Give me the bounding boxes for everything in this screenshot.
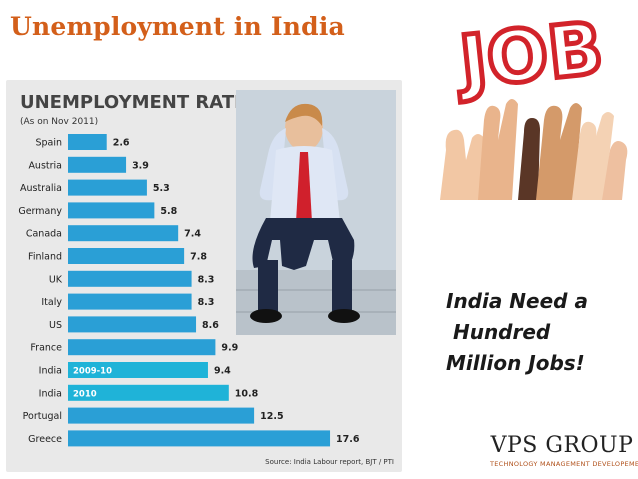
category-label: UK	[49, 274, 63, 285]
slogan-text: India Need a Hundred Million Jobs!	[446, 286, 588, 379]
slogan-line-3: Million Jobs!	[446, 351, 585, 375]
value-label: 7.8	[190, 252, 207, 263]
value-label: 3.9	[132, 160, 149, 171]
value-label: 5.3	[153, 183, 170, 194]
value-label: 8.3	[198, 297, 215, 308]
raised-hands-icon	[440, 99, 628, 200]
category-label: Finland	[28, 252, 62, 263]
bar	[68, 339, 216, 356]
category-label: Australia	[20, 183, 62, 194]
stressed-man-icon	[236, 90, 396, 335]
category-label: India	[39, 388, 62, 399]
bar	[68, 384, 229, 401]
category-label: Italy	[41, 297, 62, 308]
chart-source-note: Source: India Labour report, BJT / PTI	[265, 458, 394, 466]
value-label: 5.8	[160, 206, 177, 217]
unemployment-chart-panel: UNEMPLOYMENT RATES (As on Nov 2011) Spai…	[6, 80, 402, 472]
value-label: 10.8	[235, 388, 259, 399]
job-sign-icon: JOB	[432, 0, 638, 208]
category-label: US	[49, 320, 62, 331]
category-label: Austria	[28, 160, 62, 171]
category-label: Canada	[26, 229, 62, 240]
bar	[68, 225, 179, 242]
bar-inner-label: 2009-10	[73, 367, 112, 377]
bar	[68, 202, 155, 219]
bar	[68, 134, 107, 150]
bar	[68, 270, 192, 287]
chart-title: UNEMPLOYMENT RATES	[20, 92, 260, 113]
bar	[68, 316, 197, 333]
value-label: 2.6	[113, 138, 130, 149]
value-label: 17.6	[336, 434, 360, 445]
bar	[68, 156, 127, 173]
slogan-line-2: Hundred	[446, 320, 551, 344]
company-name: VPS GROUP	[490, 433, 634, 458]
category-label: France	[30, 343, 62, 354]
slogan-line-1: India Need a	[446, 289, 588, 313]
category-label: Spain	[35, 138, 62, 149]
bar	[68, 430, 331, 447]
value-label: 9.9	[221, 343, 238, 354]
bar	[68, 248, 185, 264]
value-label: 7.4	[184, 229, 201, 240]
company-logo: VPS GROUP TECHNOLOGY MANAGEMENT DEVELOPE…	[490, 433, 638, 469]
category-label: Greece	[28, 434, 62, 445]
job-sign-text: JOB	[451, 6, 607, 105]
category-label: Portugal	[23, 411, 62, 422]
bar	[68, 179, 147, 196]
category-label: Germany	[18, 206, 62, 217]
value-label: 12.5	[260, 411, 283, 422]
bar	[68, 407, 255, 424]
slide-title: Unemployment in India	[10, 12, 345, 41]
value-label: 8.6	[202, 320, 219, 331]
bar	[68, 293, 192, 310]
value-label: 8.3	[198, 274, 215, 285]
bar-inner-label: 2010	[73, 389, 97, 399]
bar	[68, 362, 208, 378]
company-tagline: TECHNOLOGY MANAGEMENT DEVELOPEMENT	[490, 460, 638, 468]
category-label: India	[39, 366, 62, 377]
unemployment-bars: Spain 2.6 Austria 3.9 Australia 5.3 Germany 5.8…	[18, 134, 360, 447]
value-label: 9.4	[214, 366, 231, 377]
chart-subtitle: (As on Nov 2011)	[20, 117, 99, 127]
